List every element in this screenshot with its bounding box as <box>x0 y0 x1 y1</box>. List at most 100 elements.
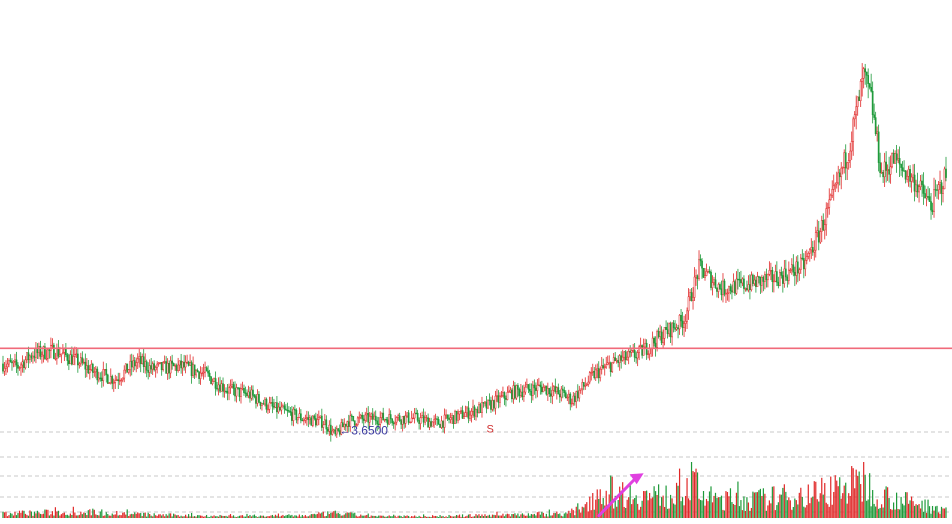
volume-bar <box>12 515 15 518</box>
volume-bar <box>219 514 221 518</box>
candle <box>184 355 187 374</box>
candle-body <box>720 288 723 296</box>
volume-bar <box>102 515 104 518</box>
volume-bar <box>849 495 851 518</box>
candle-body <box>846 162 849 169</box>
candle <box>382 407 385 421</box>
volume-bar <box>514 513 516 518</box>
candle-body <box>940 182 943 194</box>
volume-bar <box>78 514 80 518</box>
candle <box>84 353 87 378</box>
volume-bar <box>421 517 423 518</box>
volume-bar <box>494 515 497 518</box>
candle <box>650 347 652 358</box>
candle <box>430 417 432 428</box>
volume-bar <box>652 497 654 518</box>
candle <box>190 360 193 384</box>
volume-bar <box>866 500 868 518</box>
candle <box>885 151 887 183</box>
candle <box>109 368 112 385</box>
candle <box>876 126 878 142</box>
candle-body <box>885 161 887 171</box>
candle-body <box>656 331 658 348</box>
volume-bar <box>312 514 314 518</box>
candle-body <box>871 90 874 116</box>
volume-bar <box>800 487 802 518</box>
candle <box>858 89 861 101</box>
candle <box>535 382 537 399</box>
candle-body <box>491 400 494 410</box>
candle-body <box>115 379 118 381</box>
volume-bar <box>60 514 62 518</box>
candle-body <box>30 355 33 359</box>
candle-body <box>792 264 795 273</box>
candle-body <box>69 354 72 365</box>
candle <box>659 324 661 341</box>
volume-bar <box>678 468 681 518</box>
candle <box>585 382 588 387</box>
candle <box>693 267 696 302</box>
candle-body <box>660 331 663 344</box>
candle <box>558 389 561 403</box>
volume-bar <box>68 515 70 518</box>
candle-body <box>563 390 566 393</box>
candle-body <box>341 422 344 428</box>
volume-bar <box>714 492 717 518</box>
volume-bar <box>2 511 4 518</box>
volume-bar <box>729 488 732 518</box>
candle-body <box>466 407 468 414</box>
candle <box>638 344 641 361</box>
volume-bar <box>726 492 729 518</box>
candle-body <box>304 418 307 421</box>
volume-bar <box>366 514 368 518</box>
candle <box>828 188 831 215</box>
candle <box>891 152 893 169</box>
volume-bar <box>241 515 244 518</box>
candle-body <box>41 354 43 357</box>
volume-bar <box>655 491 657 518</box>
candle-body <box>482 402 485 404</box>
volume-bar <box>231 516 233 518</box>
candle <box>274 402 277 409</box>
candle-body <box>440 420 443 428</box>
volume-bar <box>864 474 866 518</box>
candle-body <box>9 360 12 363</box>
candle <box>132 354 135 373</box>
candle <box>825 202 828 236</box>
candle-body <box>852 118 855 142</box>
volume-bar <box>752 491 754 518</box>
candle-body <box>647 353 649 355</box>
candle <box>524 381 527 395</box>
candle-body <box>689 292 691 298</box>
candle-body <box>784 268 787 278</box>
volume-bar <box>288 514 290 518</box>
candle <box>521 385 524 401</box>
volume-bar <box>427 516 429 518</box>
candle <box>258 391 260 404</box>
volume-bar <box>548 509 550 518</box>
candle-body <box>761 276 763 286</box>
volume-bar <box>313 513 315 518</box>
candle <box>458 410 461 421</box>
candle-body <box>582 382 585 387</box>
candle-body <box>288 410 290 412</box>
volume-bar <box>122 512 124 518</box>
candle-body <box>187 361 190 366</box>
volume-bar <box>890 509 892 518</box>
candle <box>490 396 492 413</box>
candle <box>795 256 798 285</box>
candle-body <box>813 249 816 253</box>
candle <box>362 414 365 428</box>
volume-bar <box>851 466 853 518</box>
candle <box>130 353 133 376</box>
candle-body <box>132 360 135 368</box>
candle-body <box>323 419 326 426</box>
candle-body <box>53 344 55 359</box>
candle-body <box>906 176 908 180</box>
candle <box>584 377 587 390</box>
candle <box>699 254 702 267</box>
volume-bar <box>138 513 140 518</box>
volume-bar <box>30 511 33 518</box>
candle <box>169 356 172 379</box>
candle-body <box>663 327 666 339</box>
